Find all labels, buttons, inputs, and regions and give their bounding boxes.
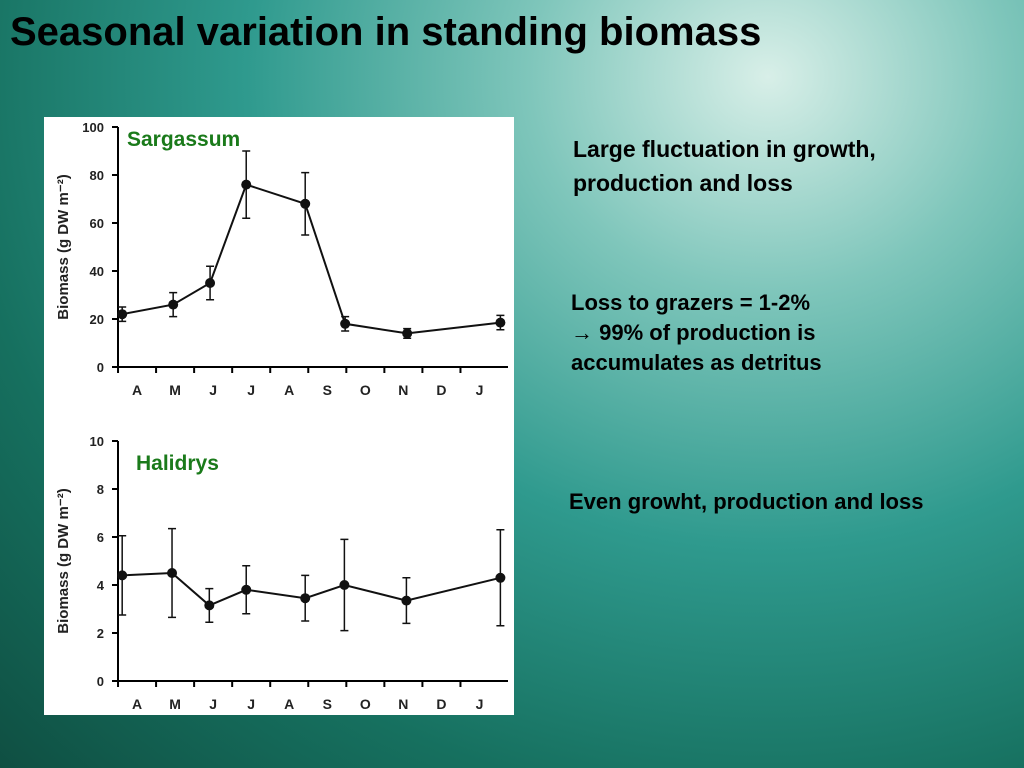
data-point — [495, 572, 506, 583]
data-line — [122, 571, 501, 607]
data-point — [117, 309, 128, 320]
data-point — [402, 328, 413, 339]
slide-title: Seasonal variation in standing biomass — [10, 10, 762, 54]
chart-title: Halidrys — [136, 452, 219, 475]
data-point — [117, 570, 128, 581]
data-point — [168, 299, 179, 310]
data-point — [241, 179, 252, 190]
x-tick-label: J — [209, 696, 217, 712]
y-tick-label: 2 — [97, 626, 104, 641]
data-point — [495, 317, 506, 328]
x-tick-label: J — [476, 382, 484, 398]
y-tick-label: 40 — [90, 264, 104, 279]
y-axis-label: Biomass (g DW m⁻²) — [55, 174, 72, 319]
y-tick-label: 6 — [97, 530, 104, 545]
data-line — [121, 183, 501, 335]
note-line: → 99% of production is — [571, 320, 816, 345]
note-line: accumulates as detritus — [571, 350, 822, 375]
chart-title: Sargassum — [127, 128, 240, 151]
data-point — [300, 593, 311, 604]
x-tick-label: A — [284, 382, 294, 398]
y-tick-label: 20 — [90, 312, 104, 327]
x-tick-label: O — [360, 382, 371, 398]
y-tick-label: 0 — [97, 674, 104, 689]
y-tick-label: 10 — [90, 434, 104, 449]
y-tick-label: 0 — [97, 360, 104, 375]
data-point — [401, 595, 412, 606]
note-line: Loss to grazers = 1-2% — [571, 290, 811, 315]
note: Even growht, production and loss — [569, 489, 924, 514]
x-tick-label: S — [323, 696, 332, 712]
data-point — [340, 318, 351, 329]
y-tick-label: 4 — [97, 578, 105, 593]
y-tick-label: 100 — [82, 120, 104, 135]
y-tick-label: 60 — [90, 216, 104, 231]
x-tick-label: J — [476, 696, 484, 712]
y-axis-label: Biomass (g DW m⁻²) — [55, 488, 72, 633]
note: Large fluctuation in growth, production … — [573, 136, 876, 196]
data-point — [300, 198, 311, 209]
x-tick-label: S — [323, 382, 332, 398]
x-tick-label: M — [169, 382, 181, 398]
data-point — [339, 580, 350, 590]
data-point — [241, 584, 252, 595]
x-tick-label: D — [436, 382, 446, 398]
note: Loss to grazers = 1-2% → 99% of producti… — [571, 288, 822, 378]
data-point — [205, 278, 216, 288]
x-tick-label: A — [284, 696, 294, 712]
data-point — [204, 600, 215, 611]
data-point — [167, 568, 178, 578]
x-tick-label: N — [398, 382, 408, 398]
x-tick-label: A — [132, 382, 142, 398]
y-tick-label: 8 — [97, 482, 104, 497]
y-tick-label: 80 — [90, 168, 104, 183]
x-tick-label: O — [360, 696, 371, 712]
x-tick-label: A — [132, 696, 142, 712]
x-tick-label: D — [436, 696, 446, 712]
x-tick-label: N — [398, 696, 408, 712]
x-tick-label: J — [247, 696, 255, 712]
x-tick-label: M — [169, 696, 181, 712]
x-tick-label: J — [209, 382, 217, 398]
x-tick-label: J — [247, 382, 255, 398]
